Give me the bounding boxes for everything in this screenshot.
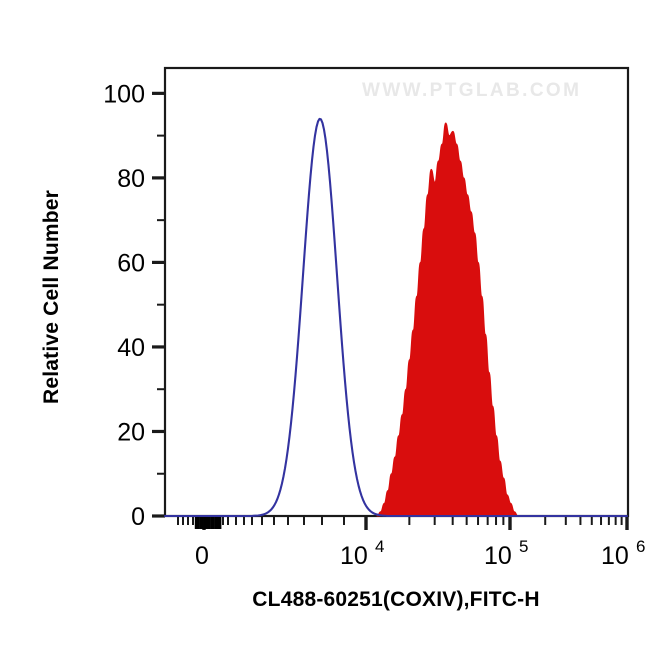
svg-text:4: 4 [375, 537, 384, 556]
y-tick-label: 40 [117, 334, 145, 362]
y-axis-title: Relative Cell Number [40, 190, 63, 404]
x-axis-title: CL488-60251(COXIV),FITC-H [252, 588, 539, 611]
svg-text:0: 0 [195, 542, 209, 570]
y-tick-label: 60 [117, 249, 145, 277]
y-tick-label: 80 [117, 165, 145, 193]
watermark-text: WWW.PTGLAB.COM [362, 80, 581, 101]
svg-text:10: 10 [340, 542, 368, 570]
y-tick-label: 0 [131, 503, 145, 531]
y-tick-label: 20 [117, 418, 145, 446]
x-tick-label: 10 5 [484, 537, 528, 570]
x-tick-label: 0 [195, 542, 209, 570]
x-axis-tick-labels: 0 10 4 10 5 10 6 [195, 537, 645, 570]
series-isotype-control [163, 117, 629, 518]
x-axis-ticks [177, 516, 629, 530]
x-tick-label: 10 6 [601, 537, 645, 570]
svg-text:10: 10 [484, 542, 512, 570]
svg-text:10: 10 [601, 542, 629, 570]
series-coxiv-stained [376, 122, 519, 517]
y-tick-label: 100 [103, 80, 145, 108]
svg-text:6: 6 [636, 537, 645, 556]
y-axis-ticks [152, 91, 165, 518]
x-tick-label: 10 4 [340, 537, 384, 570]
svg-text:5: 5 [519, 537, 528, 556]
y-axis-tick-labels: 0 20 40 60 80 100 [103, 80, 145, 531]
